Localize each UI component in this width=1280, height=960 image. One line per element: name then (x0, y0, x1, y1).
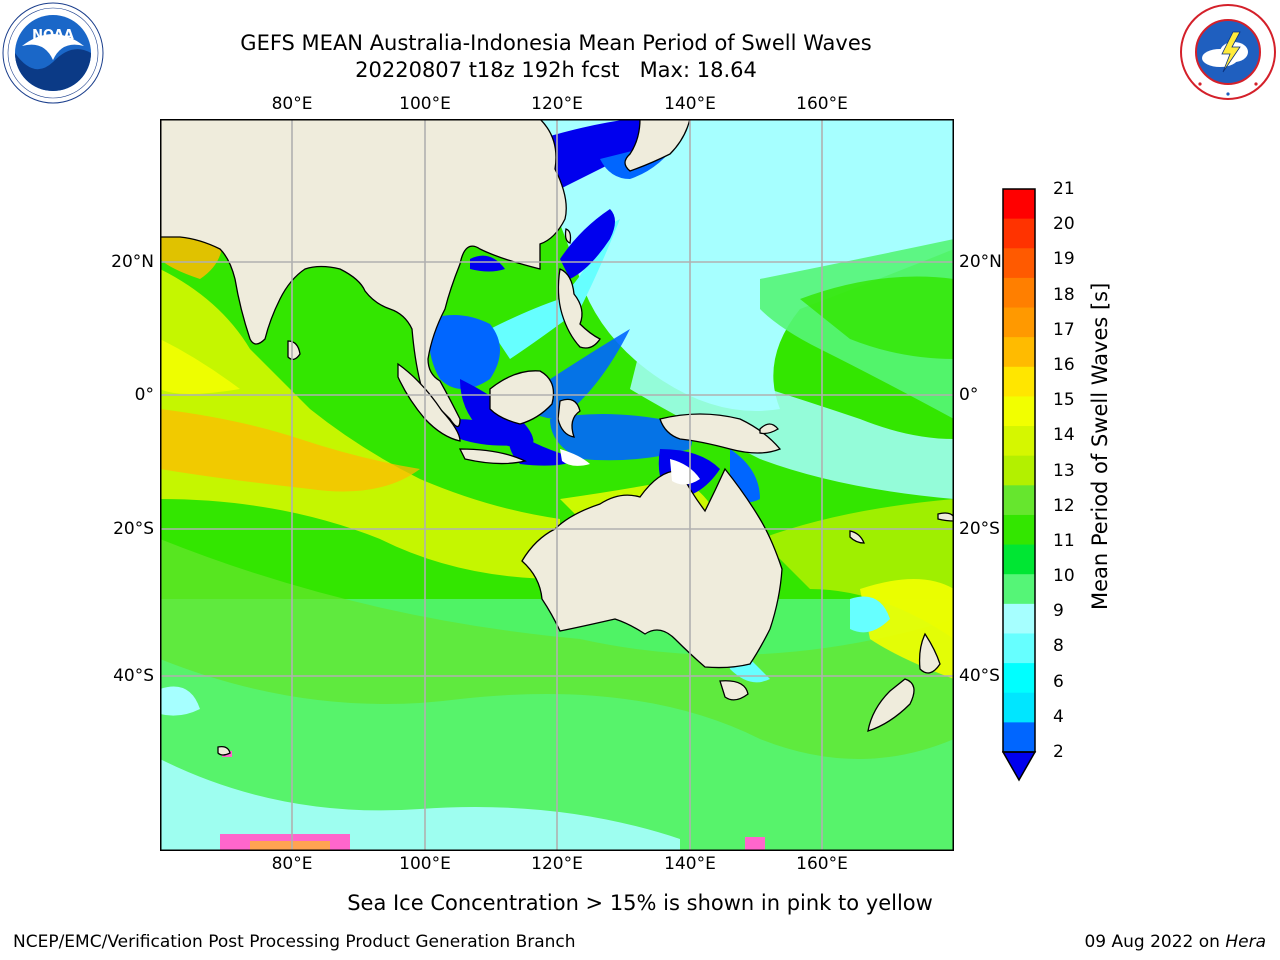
colorbar-tick-label: 17 (1053, 319, 1075, 340)
lon-tick-bottom-100e: 100°E (399, 854, 451, 874)
lat-tick-left-40s: 40°S (113, 666, 154, 686)
lon-tick-top-120e: 120°E (531, 94, 583, 114)
colorbar (1002, 188, 1037, 782)
borneo-land (489, 370, 555, 425)
gulf-of-thailand-blue (428, 315, 500, 389)
colorbar-block (1003, 455, 1035, 486)
colorbar-tick-label: 15 (1053, 390, 1075, 411)
colorbar-tick-label: 21 (1053, 179, 1075, 199)
lon-tick-bottom-160e: 160°E (796, 854, 848, 874)
lat-tick-right-20s: 20°S (959, 519, 1000, 539)
indian-ocean-orange-patch (160, 409, 420, 492)
sea-ice-note: Sea Ice Concentration > 15% is shown in … (347, 891, 933, 915)
new-zealand-south (867, 678, 915, 732)
footer-date: 09 Aug 2022 on (1084, 932, 1226, 952)
antarctic-cyan-band (160, 759, 680, 851)
colorbar-tick-label: 9 (1053, 601, 1064, 622)
colorbar-block (1003, 544, 1035, 575)
lon-tick-bottom-80e: 80°E (271, 854, 313, 874)
colorbar-label: Mean Period of Swell Waves [s] (1088, 282, 1112, 610)
colorbar-block (1003, 485, 1035, 516)
lon-tick-top-80e: 80°E (271, 94, 313, 114)
colorbar-tick-label: 20 (1053, 214, 1075, 235)
landmasses (160, 119, 954, 756)
map-title: GEFS MEAN Australia-Indonesia Mean Perio… (240, 31, 872, 55)
graticule (160, 119, 954, 851)
colorbar-block (1003, 189, 1035, 220)
colorbar-tick-label: 8 (1053, 636, 1064, 657)
indian-ocean-yellow-band (160, 269, 560, 579)
colorbar-tick-label: 6 (1053, 671, 1064, 692)
colorbar-tick-label: 11 (1053, 530, 1075, 551)
colorbar-tick-label: 19 (1053, 249, 1075, 270)
swell-period-map (160, 119, 954, 851)
colorbar-block (1003, 307, 1035, 338)
lon-tick-bottom-120e: 120°E (531, 854, 583, 874)
map-subtitle: 20220807 t18z 192h fcst Max: 18.64 (355, 58, 757, 82)
lat-tick-left-0: 0° (134, 385, 154, 405)
colorbar-tick-label: 16 (1053, 354, 1075, 375)
colorbar-block (1003, 337, 1035, 368)
colorbar-block (1003, 514, 1035, 546)
japan-land (624, 119, 691, 172)
lat-tick-left-20n: 20°N (111, 252, 154, 272)
lon-tick-bottom-140e: 140°E (664, 854, 716, 874)
colorbar-block (1003, 722, 1035, 753)
lon-tick-top-160e: 160°E (796, 94, 848, 114)
footer-left: NCEP/EMC/Verification Post Processing Pr… (13, 932, 576, 952)
lat-tick-right-40s: 40°S (959, 666, 1000, 686)
colorbar-block (1003, 603, 1035, 634)
colorbar-block (1003, 218, 1035, 249)
lat-tick-right-0: 0° (959, 385, 979, 405)
footer-host: Hera (1225, 932, 1266, 952)
colorbar-block (1003, 692, 1035, 723)
colorbar-block (1003, 248, 1035, 279)
colorbar-block (1003, 277, 1035, 309)
footer-right: 09 Aug 2022 on Hera (1084, 932, 1266, 952)
colorbar-tick-label: 13 (1053, 460, 1075, 481)
noaa-logo-text: NOAA (32, 28, 74, 43)
lon-tick-top-140e: 140°E (664, 94, 716, 114)
colorbar-tick-label: 18 (1053, 284, 1075, 305)
new-zealand-north (918, 632, 941, 674)
colorbar-tick-label: 2 (1053, 742, 1064, 762)
lon-tick-top-100e: 100°E (399, 94, 451, 114)
colorbar-tick-label: 12 (1053, 495, 1075, 516)
colorbar-tick-label: 10 (1053, 566, 1075, 587)
philippines-land (557, 268, 601, 349)
lat-tick-left-20s: 20°S (113, 519, 154, 539)
sumatra-land (397, 362, 461, 442)
colorbar-block (1003, 396, 1035, 427)
colorbar-tick-label: 14 (1053, 425, 1075, 446)
colorbar-block (1003, 633, 1035, 664)
lat-tick-right-20n: 20°N (959, 252, 1002, 272)
western-pacific-cyan (540, 119, 954, 411)
colorbar-tick-label: 4 (1053, 706, 1064, 727)
colorbar-block (1003, 366, 1035, 397)
colorbar-blocks (1003, 189, 1035, 753)
colorbar-block (1003, 574, 1035, 605)
map-frame (160, 119, 954, 851)
nws-logo (1180, 4, 1276, 100)
colorbar-block (1003, 663, 1035, 694)
noaa-logo: NOAA (2, 2, 104, 104)
colorbar-extend-arrow (1002, 751, 1037, 782)
colorbar-block (1003, 426, 1035, 457)
colorbar-frame (1002, 188, 1036, 753)
